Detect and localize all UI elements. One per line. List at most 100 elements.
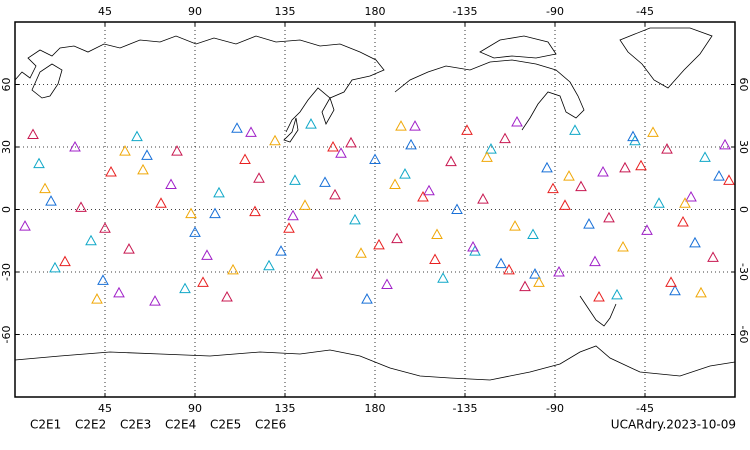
point-marker xyxy=(653,197,665,208)
point-marker xyxy=(105,165,117,177)
point-marker xyxy=(171,145,183,156)
point-marker xyxy=(45,195,57,206)
point-marker xyxy=(19,220,31,231)
map-frame xyxy=(14,21,736,398)
point-marker xyxy=(593,290,605,302)
point-marker xyxy=(69,140,81,152)
point-marker xyxy=(27,128,39,139)
point-marker xyxy=(327,140,339,152)
point-marker xyxy=(583,218,595,229)
point-marker xyxy=(97,274,109,285)
point-marker xyxy=(99,222,111,233)
y-tick-label-left: -60 xyxy=(0,326,13,344)
point-marker xyxy=(495,257,507,269)
point-marker xyxy=(349,213,361,225)
point-marker xyxy=(227,263,239,275)
point-marker xyxy=(713,170,725,181)
point-marker xyxy=(131,130,143,142)
point-marker xyxy=(319,176,331,187)
point-marker xyxy=(603,211,615,223)
point-marker xyxy=(509,220,521,231)
point-marker xyxy=(221,290,233,302)
legend-entry: C2E2 xyxy=(75,418,106,432)
point-marker xyxy=(201,249,213,260)
point-marker xyxy=(519,280,531,292)
point-marker xyxy=(627,130,639,142)
point-marker xyxy=(719,138,731,150)
point-marker xyxy=(283,222,295,233)
x-tick-label-bottom: 45 xyxy=(98,402,112,415)
point-marker xyxy=(685,190,697,202)
point-marker xyxy=(689,236,701,248)
point-marker xyxy=(533,276,545,287)
point-marker xyxy=(611,288,623,300)
point-marker xyxy=(137,163,149,175)
point-marker xyxy=(389,178,401,189)
point-marker xyxy=(661,143,673,154)
point-marker xyxy=(399,168,411,179)
point-marker xyxy=(239,153,251,164)
point-marker xyxy=(287,209,299,221)
point-marker xyxy=(669,284,681,296)
point-marker xyxy=(677,215,689,227)
point-marker xyxy=(361,293,373,304)
y-tick-label-left: 30 xyxy=(0,140,13,154)
x-tick-label-top: -45 xyxy=(636,5,654,18)
point-marker xyxy=(75,201,87,212)
legend-entry: C2E3 xyxy=(120,418,151,432)
point-marker xyxy=(485,143,497,154)
point-marker xyxy=(409,120,421,131)
point-marker xyxy=(647,126,659,137)
point-marker xyxy=(289,174,301,185)
point-marker xyxy=(429,253,441,264)
point-marker xyxy=(305,118,317,129)
point-marker xyxy=(119,145,131,156)
labels: 45 45 90 90 135 135 180 180 -135 -135 -90 -90 -45 -45… xyxy=(0,5,750,432)
point-marker xyxy=(355,247,367,258)
point-marker xyxy=(451,203,463,214)
y-tick-label-right: 30 xyxy=(737,140,750,154)
point-marker xyxy=(461,124,473,135)
point-marker xyxy=(423,184,435,196)
point-marker xyxy=(431,228,443,239)
point-marker xyxy=(269,134,281,146)
point-marker xyxy=(391,232,403,244)
grid xyxy=(15,22,735,397)
y-tick-label-left: -30 xyxy=(0,263,13,281)
point-marker xyxy=(209,207,221,219)
point-marker xyxy=(503,263,515,275)
point-marker xyxy=(575,180,587,192)
legend-entry: C2E4 xyxy=(165,418,196,432)
y-tick-label-left: 0 xyxy=(0,206,13,213)
point-marker xyxy=(179,282,191,294)
annotation: UCARdry.2023-10-09 xyxy=(611,418,736,432)
point-marker xyxy=(723,174,735,185)
coastlines xyxy=(14,27,736,381)
legend-entry: C2E1 xyxy=(30,418,61,432)
point-marker xyxy=(85,234,97,246)
point-marker xyxy=(185,207,197,219)
x-tick-label-top: 45 xyxy=(98,5,112,18)
scandinavia xyxy=(31,63,63,99)
point-marker xyxy=(547,182,559,194)
point-marker xyxy=(641,224,653,235)
point-marker xyxy=(695,286,707,298)
points xyxy=(19,115,735,306)
x-tick-label-bottom: -45 xyxy=(636,402,654,415)
point-marker xyxy=(481,151,493,162)
point-marker xyxy=(665,276,677,287)
point-marker xyxy=(527,228,539,239)
point-marker xyxy=(699,151,711,162)
point-marker xyxy=(299,199,311,210)
point-marker xyxy=(707,251,719,262)
point-marker xyxy=(635,159,647,171)
point-marker xyxy=(467,240,479,252)
legend-entry: C2E5 xyxy=(210,418,241,432)
japan xyxy=(283,117,299,143)
point-marker xyxy=(329,188,341,200)
y-tick-label-left: 60 xyxy=(0,78,13,92)
point-marker xyxy=(369,153,381,164)
x-tick-label-top: 180 xyxy=(365,5,386,18)
point-marker xyxy=(373,238,385,250)
point-marker xyxy=(59,255,71,267)
